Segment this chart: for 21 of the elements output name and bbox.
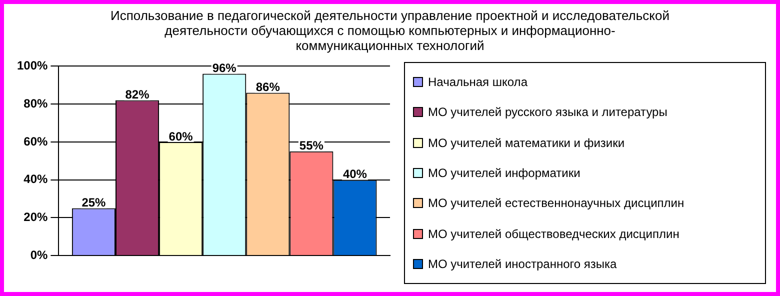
data-label: 40%	[342, 167, 368, 182]
y-tick-label: 60%	[24, 134, 48, 148]
data-label: 25%	[82, 196, 106, 210]
chart-title: Использование в педагогической деятельности управление проектной и исследовательской деятельности обучающихся с помощью компьютерных и информационно-коммуникационных технологий	[110, 8, 670, 53]
legend-label: МО учителей обществоведческих дисциплин	[428, 226, 680, 241]
data-label: 82%	[125, 88, 150, 102]
legend-label: МО учителей русского языка и литературы	[428, 105, 668, 120]
data-label: 55%	[299, 138, 324, 153]
y-tick-label: 100%	[16, 58, 48, 73]
legend-label: МО учителей иностранного языка	[428, 256, 617, 271]
data-label: 96%	[212, 61, 237, 76]
y-tick-label: 20%	[24, 210, 48, 224]
legend-label: МО учителей естественнонаучных дисциплин	[428, 196, 684, 210]
legend-label: МО учителей информатики	[428, 166, 580, 180]
data-label: 86%	[256, 80, 280, 94]
legend-label: МО учителей математики и физики	[428, 136, 625, 150]
data-label: 60%	[168, 129, 194, 144]
y-tick-label: 80%	[24, 96, 48, 110]
y-tick-label: 40%	[24, 172, 48, 186]
legend-label: Начальная школа	[428, 75, 528, 90]
y-tick-label: 0%	[30, 248, 48, 262]
